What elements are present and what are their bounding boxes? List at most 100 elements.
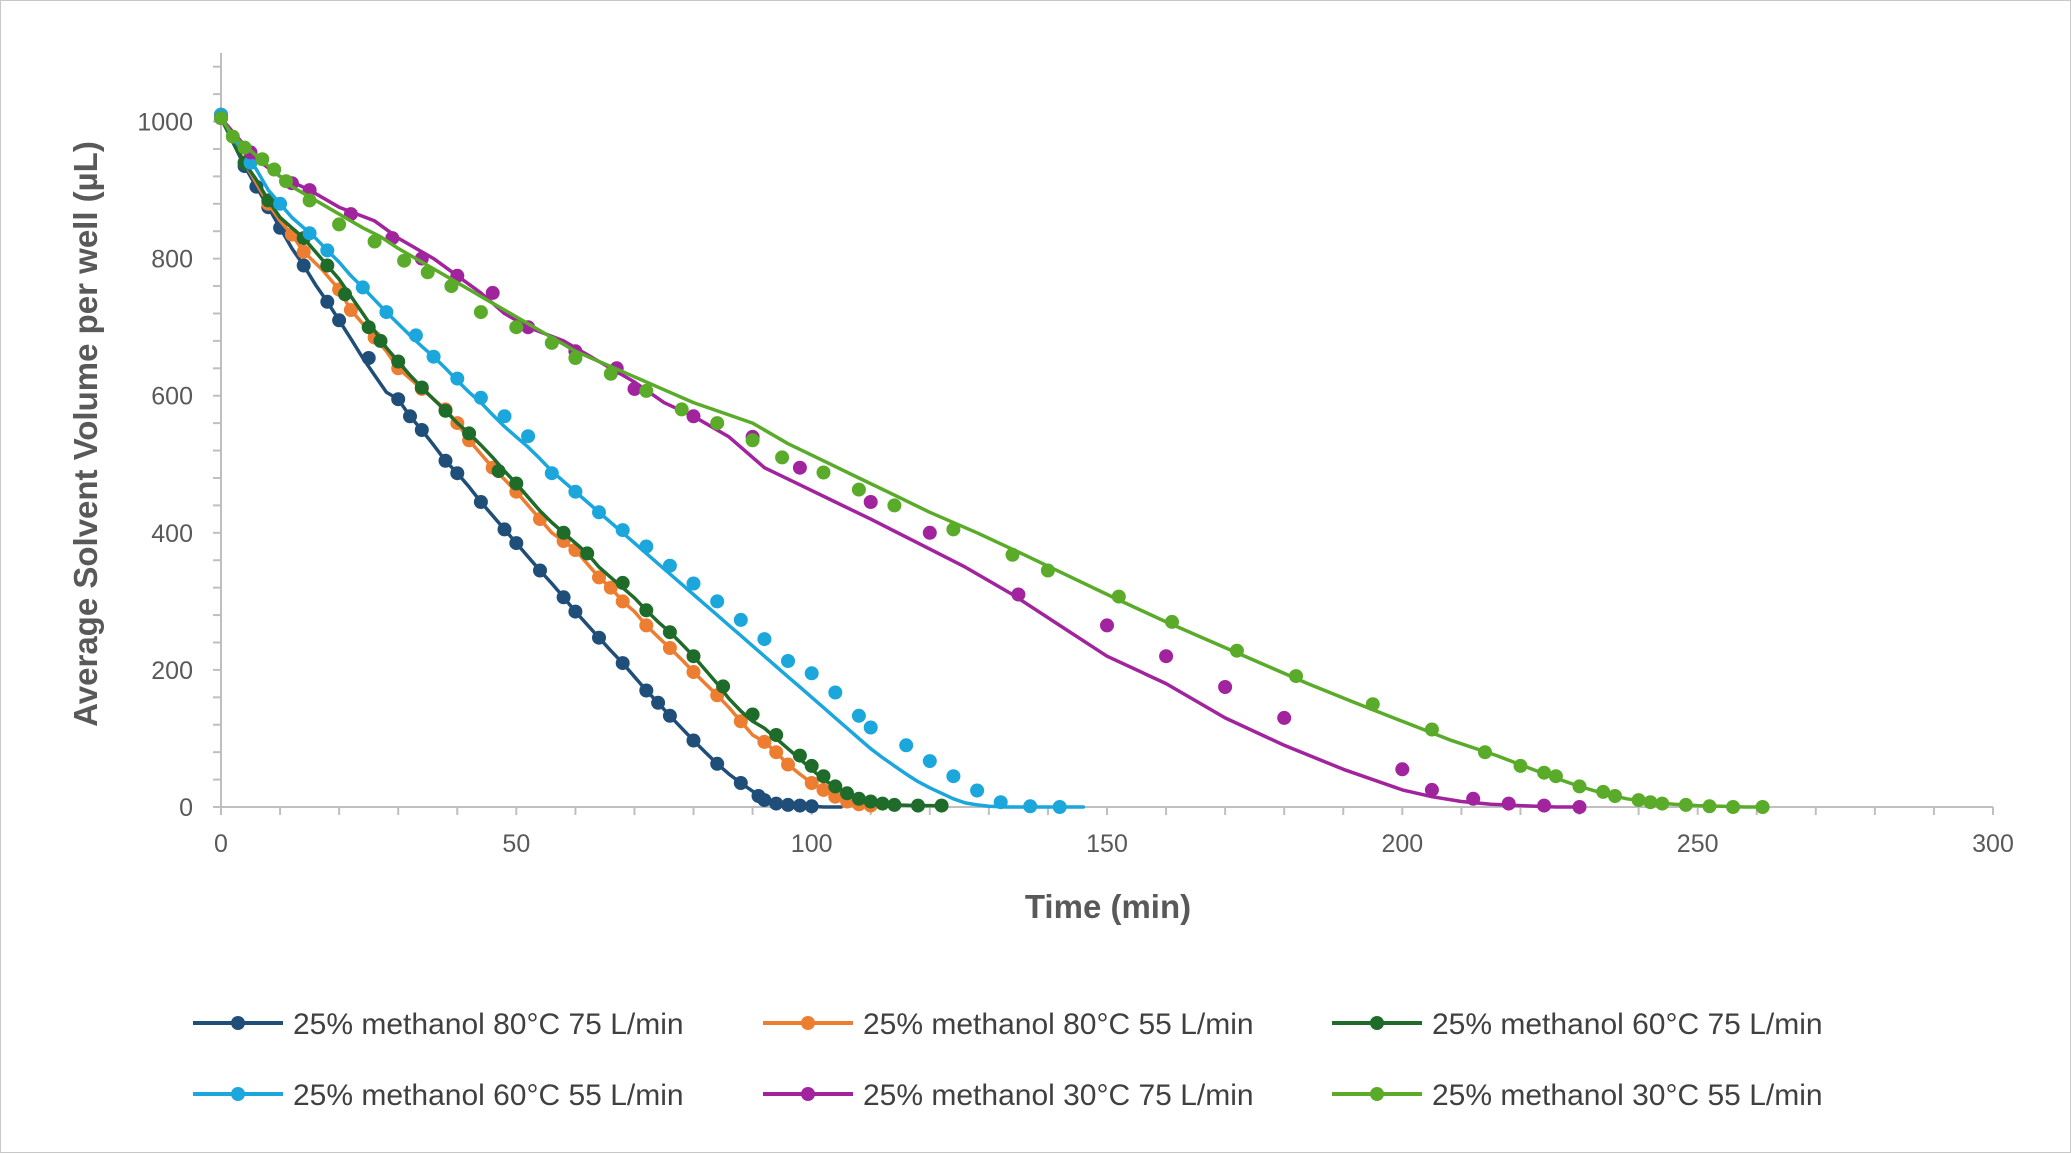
data-point [662,641,677,655]
data-point [863,794,878,809]
data-point [686,409,701,424]
legend-item: 25% methanol 30°C 75 L/min [763,1079,1254,1112]
data-point [255,152,270,167]
legend-label: 25% methanol 80°C 55 L/min [863,1008,1254,1041]
data-point [686,665,701,679]
data-point [1702,799,1717,814]
data-point [320,243,335,258]
data-point [568,484,583,499]
y-tick-label: 200 [151,657,193,685]
data-point [875,796,890,811]
data-point [757,632,772,647]
data-point [651,695,666,710]
data-point [615,656,630,671]
y-tick-labels: 0 200 400 600 800 1000 [137,109,193,822]
data-point [769,796,784,811]
data-point [332,217,347,232]
data-point [946,522,961,537]
data-point [320,258,335,273]
data-point [1466,791,1481,806]
data-point [1365,697,1380,712]
data-point [662,625,677,640]
data-point [1289,669,1303,684]
data-point [302,226,317,241]
series-4 [214,107,1086,814]
data-point [414,380,429,395]
y-tick-label: 400 [151,520,193,548]
data-point [580,546,595,561]
legend-label: 25% methanol 60°C 55 L/min [293,1079,684,1112]
data-point [1229,643,1244,658]
data-point [603,366,618,381]
data-point [851,791,866,806]
data-point [733,714,748,729]
data-point [804,758,819,773]
series-3 [214,111,949,813]
data-point [279,174,293,189]
data-point [361,351,376,365]
data-point [922,525,937,540]
data-point [544,466,559,481]
data-point [710,756,725,771]
data-point [296,258,311,273]
data-point [816,465,831,480]
data-point [408,328,423,343]
data-point [261,193,276,208]
legend-marker [1370,1016,1384,1030]
data-point [1548,769,1563,784]
data-point [1572,800,1587,814]
data-point [828,789,843,804]
data-point [485,285,500,300]
data-point [781,797,795,812]
data-point [556,590,571,605]
series-line [219,116,944,808]
data-point [851,708,866,723]
data-point [627,381,642,396]
data-point [296,244,311,259]
data-point [639,618,654,633]
data-point [568,604,583,619]
data-point [397,253,412,268]
data-point [1005,547,1020,562]
data-point [1424,782,1439,797]
data-point [533,563,547,578]
data-point [662,708,677,723]
data-point [686,576,701,591]
data-point [710,416,725,431]
data-point [804,776,819,790]
data-point [851,482,866,497]
data-point [1159,649,1174,664]
legend-item: 25% methanol 80°C 75 L/min [193,1008,684,1041]
series-5 [214,111,1587,814]
data-point [243,155,258,170]
data-point [1678,797,1693,812]
data-point [1596,784,1611,799]
x-tick-label: 200 [1381,830,1423,858]
data-point [491,464,506,479]
data-point [438,453,453,468]
series-line [219,116,1582,809]
data-point [911,798,925,813]
data-point [686,733,701,748]
data-point [970,783,985,798]
data-point [639,603,654,618]
data-point [444,279,459,294]
data-point [320,294,335,309]
x-tick-label: 50 [502,830,530,858]
data-point [710,594,725,609]
data-point [757,793,772,808]
y-tick-label: 600 [151,383,193,411]
data-point [1052,800,1067,814]
data-point [592,570,606,585]
data-point [373,333,388,348]
series-line [219,112,1086,809]
data-point [568,351,583,365]
legend-marker [231,1016,245,1030]
series-1 [214,107,843,814]
data-point [521,429,536,444]
y-tick-label: 800 [151,246,193,274]
data-point [639,539,654,554]
data-point [391,354,406,369]
data-point [863,720,878,735]
